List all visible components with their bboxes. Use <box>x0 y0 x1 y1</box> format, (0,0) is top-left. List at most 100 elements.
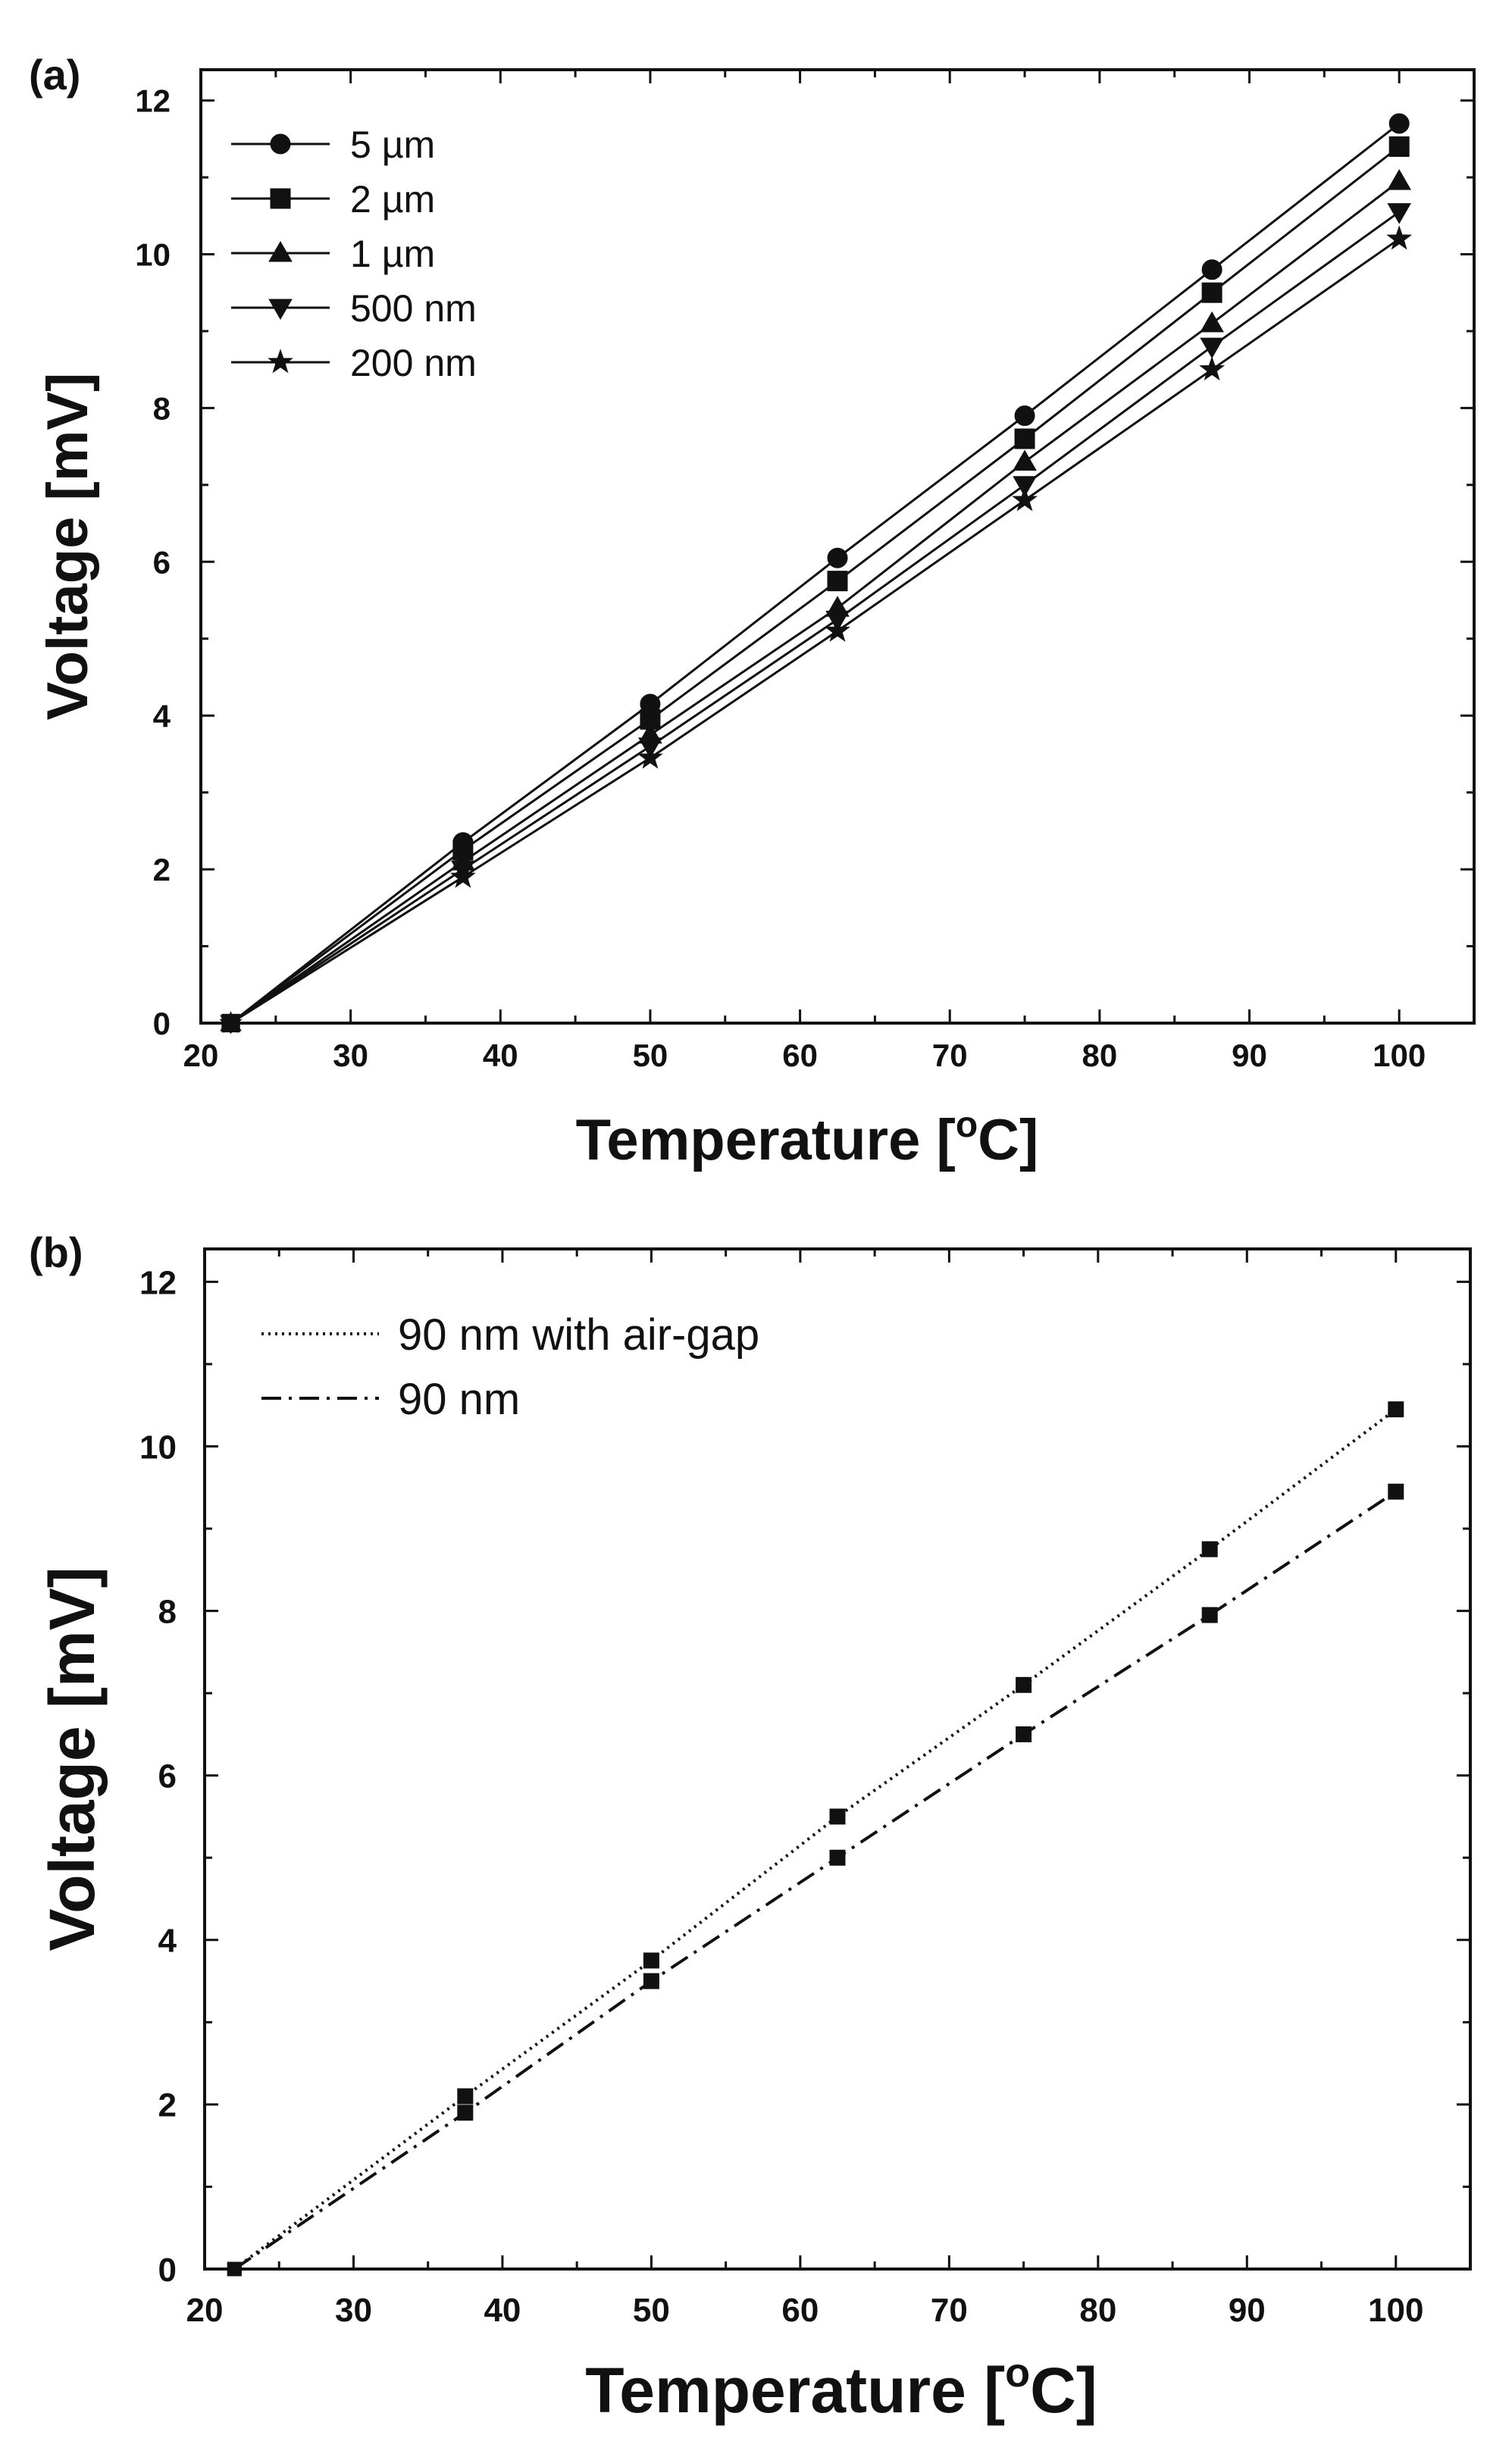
panel-label-a: (a) <box>29 51 80 99</box>
y-tick-label: 12 <box>139 1264 177 1301</box>
legend-entry: 200 nm <box>231 342 477 384</box>
axis-ticks: 20 30 40 50 60 70 80 90 100 0 2 4 6 8 10 12 <box>135 70 1474 1073</box>
x-tick-label: 80 <box>1079 2292 1116 2329</box>
x-tick-label: 40 <box>483 1038 518 1073</box>
series-line <box>230 146 1401 1025</box>
y-axis-title: Voltage [mV] <box>36 1566 108 1951</box>
data-point <box>1014 405 1035 427</box>
data-point <box>457 2105 474 2121</box>
legend-label: 5 µm <box>350 124 435 166</box>
legend: 5 µm 2 µm 1 µm 500 nm 200 nm <box>231 124 477 384</box>
y-tick-label: 2 <box>158 2087 177 2124</box>
data-point <box>1013 449 1037 471</box>
legend-marker <box>270 188 291 209</box>
data-point <box>637 744 663 769</box>
legend-entry: 2 µm <box>231 178 435 221</box>
legend: 90 nm with air-gap 90 nm <box>261 1310 759 1424</box>
data-point <box>1386 225 1413 250</box>
data-point <box>643 1973 659 1989</box>
y-tick-label: 2 <box>153 852 171 887</box>
x-tick-label: 80 <box>1082 1038 1118 1073</box>
data-point <box>829 1849 846 1866</box>
data-point <box>827 571 848 592</box>
x-tick-label: 70 <box>932 1038 968 1073</box>
data-point <box>1387 203 1411 224</box>
y-tick-label: 0 <box>158 2252 177 2289</box>
x-tick-label: 20 <box>183 1038 219 1073</box>
legend-label: 200 nm <box>350 342 477 384</box>
x-tick-label: 90 <box>1229 2292 1266 2329</box>
y-tick-label: 0 <box>153 1006 171 1041</box>
series-layer <box>219 113 1413 1034</box>
y-axis-title: Voltage [mV] <box>36 373 100 721</box>
x-tick-label: 30 <box>333 1038 368 1073</box>
data-point <box>825 617 850 642</box>
legend-marker <box>268 241 293 262</box>
legend-marker <box>270 133 291 155</box>
series-4 <box>219 225 1413 1034</box>
legend-label: 500 nm <box>350 287 477 330</box>
y-tick-label: 12 <box>135 83 171 119</box>
data-point <box>1016 1676 1032 1693</box>
data-point <box>1388 1483 1404 1500</box>
data-point <box>827 547 848 568</box>
legend-entry: 500 nm <box>231 287 477 330</box>
legend-label: 90 nm with air-gap <box>398 1310 759 1360</box>
legend-label: 1 µm <box>350 233 435 275</box>
data-point <box>219 1010 243 1034</box>
y-tick-label: 10 <box>135 237 171 273</box>
x-tick-label: 40 <box>484 2292 521 2329</box>
x-tick-label: 90 <box>1232 1038 1267 1073</box>
series-1 <box>227 1483 1404 2277</box>
legend-marker <box>268 299 293 320</box>
series-layer <box>227 1401 1404 2277</box>
data-point <box>1016 1726 1032 1742</box>
x-tick-label: 100 <box>1373 1038 1426 1073</box>
data-point <box>1201 282 1222 303</box>
data-point <box>1201 1607 1218 1623</box>
data-point <box>1201 1541 1218 1557</box>
data-point <box>1387 169 1411 190</box>
series-0 <box>227 1401 1404 2277</box>
panel-label-b: (b) <box>29 1228 83 1276</box>
x-tick-label: 60 <box>781 2292 819 2329</box>
data-point <box>1388 113 1410 134</box>
data-point <box>1013 476 1037 497</box>
data-point <box>1201 259 1222 280</box>
data-point <box>1012 487 1038 512</box>
series-line <box>233 1408 1398 2271</box>
y-tick-label: 6 <box>153 544 171 580</box>
legend-entry: 1 µm <box>231 233 435 275</box>
y-tick-label: 8 <box>153 391 171 427</box>
x-tick-label: 30 <box>335 2292 372 2329</box>
data-point <box>457 2088 474 2105</box>
legend-label: 90 nm <box>398 1375 520 1424</box>
axis-ticks: 20 30 40 50 60 70 80 90 100 0 2 4 6 8 10 12 <box>139 1249 1470 2329</box>
y-tick-label: 4 <box>158 1923 177 1960</box>
data-point <box>1200 311 1224 333</box>
x-axis-title: Temperature [oC] <box>585 2350 1097 2426</box>
x-tick-label: 60 <box>782 1038 818 1073</box>
x-tick-label: 70 <box>931 2292 968 2329</box>
x-axis-title: Temperature [oC] <box>576 1105 1039 1172</box>
series-line <box>233 1490 1397 2271</box>
legend-entry: 5 µm <box>231 124 435 166</box>
y-tick-label: 8 <box>158 1593 177 1630</box>
plot-area-frame <box>203 1247 1472 2271</box>
data-point <box>1388 136 1410 157</box>
data-point <box>1199 355 1226 381</box>
legend-entry: 90 nm with air-gap <box>261 1310 759 1360</box>
plot-area-frame <box>199 68 1476 1025</box>
data-point <box>1014 428 1035 449</box>
legend-label: 2 µm <box>350 178 435 221</box>
x-tick-label: 100 <box>1368 2292 1423 2329</box>
data-point <box>1200 337 1224 359</box>
data-point <box>1388 1401 1404 1418</box>
x-tick-label: 50 <box>633 2292 670 2329</box>
x-tick-label: 20 <box>186 2292 224 2329</box>
legend-entry: 90 nm <box>261 1375 520 1424</box>
y-tick-label: 6 <box>158 1758 177 1795</box>
y-tick-label: 10 <box>139 1429 177 1466</box>
chart-panel-a: (a) 20 30 40 50 60 70 80 90 100 0 2 4 6 8 10 12 5 µm 2 µ… <box>29 51 1476 1172</box>
